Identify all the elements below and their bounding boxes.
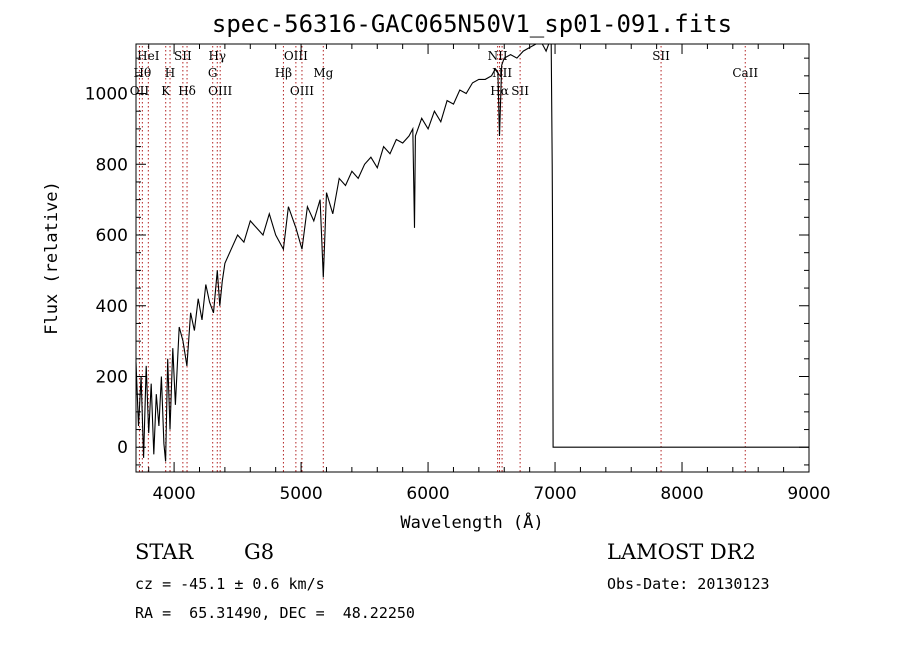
line-marker-label: H bbox=[165, 66, 175, 80]
line-marker-label: NII bbox=[488, 49, 508, 63]
line-marker-label: OIII bbox=[290, 84, 314, 98]
obs-date: Obs-Date: 20130123 bbox=[607, 575, 770, 593]
line-marker-label: K bbox=[161, 84, 171, 98]
y-tick-label: 1000 bbox=[85, 85, 128, 105]
spectrum-line bbox=[135, 43, 809, 462]
line-marker-label: CaII bbox=[732, 66, 758, 80]
line-marker-label: HeI bbox=[137, 49, 160, 63]
survey-name: LAMOST DR2 bbox=[607, 540, 756, 564]
x-axis-label: Wavelength (Å) bbox=[400, 511, 543, 533]
line-marker-label: Hθ bbox=[133, 66, 151, 80]
line-marker-label: OIII bbox=[208, 84, 232, 98]
subclass: G8 bbox=[244, 540, 275, 564]
emission-line-markers: Hθ HeI OII KH SII Hδ Hγ G OIII Hβ OIII OIII Mg NII NII… bbox=[130, 46, 758, 472]
y-tick-label: 200 bbox=[96, 367, 128, 387]
line-marker-label: Mg bbox=[313, 66, 333, 80]
line-marker-label: SII bbox=[652, 49, 670, 63]
y-tick-label: 800 bbox=[96, 155, 128, 175]
x-tick-label: 9000 bbox=[787, 484, 830, 504]
line-marker-label: G bbox=[208, 66, 218, 80]
line-marker-label: NII bbox=[492, 66, 512, 80]
y-tick-label: 600 bbox=[96, 226, 128, 246]
line-marker-label: Hβ bbox=[275, 66, 292, 80]
x-tick-label: 8000 bbox=[660, 484, 703, 504]
axis-ticks: 4000 5000 6000 7000 8000 9000 0 200 400 600 800 100… bbox=[85, 44, 831, 504]
line-marker-label: Hα bbox=[490, 84, 509, 98]
coordinates: RA = 65.31490, DEC = 48.22250 bbox=[135, 604, 415, 622]
x-tick-label: 6000 bbox=[406, 484, 449, 504]
line-marker-label: SII bbox=[174, 49, 192, 63]
line-marker-label: OIII bbox=[284, 49, 308, 63]
x-tick-label: 5000 bbox=[279, 484, 322, 504]
y-axis-label: Flux (relative) bbox=[42, 181, 62, 335]
chart-title: spec-56316-GAC065N50V1_sp01-091.fits bbox=[212, 10, 732, 38]
y-tick-label: 400 bbox=[96, 297, 128, 317]
line-marker-label: Hδ bbox=[178, 84, 196, 98]
x-tick-label: 4000 bbox=[152, 484, 195, 504]
plot-frame bbox=[135, 43, 810, 473]
line-marker-label: OII bbox=[130, 84, 150, 98]
object-class: STAR bbox=[135, 540, 194, 564]
line-marker-label: Hγ bbox=[208, 49, 226, 63]
y-tick-label: 0 bbox=[117, 438, 128, 458]
x-tick-label: 7000 bbox=[533, 484, 576, 504]
redshift-cz: cz = -45.1 ± 0.6 km/s bbox=[135, 575, 325, 593]
line-marker-label: SII bbox=[511, 84, 529, 98]
